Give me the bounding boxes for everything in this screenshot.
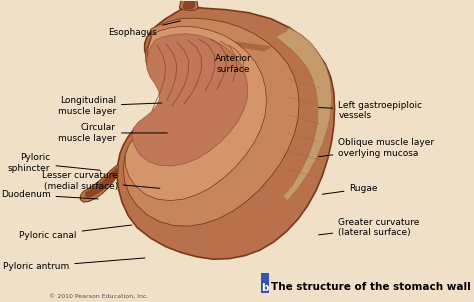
Text: Rugae: Rugae: [322, 184, 378, 194]
Polygon shape: [85, 168, 118, 197]
Text: Pyloric
sphincter: Pyloric sphincter: [8, 153, 100, 173]
Text: Longitudinal
muscle layer: Longitudinal muscle layer: [58, 96, 162, 116]
Text: Circular
muscle layer: Circular muscle layer: [58, 123, 167, 143]
Text: Greater curvature
(lateral surface): Greater curvature (lateral surface): [319, 218, 419, 237]
Text: Left gastroepiploic
vessels: Left gastroepiploic vessels: [319, 101, 422, 120]
Text: Pyloric canal: Pyloric canal: [19, 225, 132, 240]
Text: Pyloric antrum: Pyloric antrum: [3, 258, 145, 271]
Text: Esophagus: Esophagus: [108, 21, 181, 37]
Polygon shape: [81, 165, 118, 202]
Polygon shape: [180, 0, 198, 10]
Polygon shape: [125, 26, 266, 201]
Text: The structure of the stomach wall: The structure of the stomach wall: [271, 282, 471, 292]
Polygon shape: [123, 18, 299, 226]
Polygon shape: [117, 7, 335, 259]
Polygon shape: [183, 0, 195, 9]
FancyBboxPatch shape: [261, 273, 269, 293]
Text: © 2010 Pearson Education, Inc.: © 2010 Pearson Education, Inc.: [49, 293, 148, 298]
Text: Anterior
surface: Anterior surface: [215, 54, 252, 73]
Text: b: b: [261, 283, 269, 293]
Text: Oblique muscle layer
overlying mucosa: Oblique muscle layer overlying mucosa: [319, 138, 434, 158]
Polygon shape: [275, 28, 331, 201]
Polygon shape: [132, 34, 248, 166]
Text: Duodenum: Duodenum: [1, 190, 98, 199]
Text: Lesser curvature
(medial surface): Lesser curvature (medial surface): [42, 171, 160, 191]
